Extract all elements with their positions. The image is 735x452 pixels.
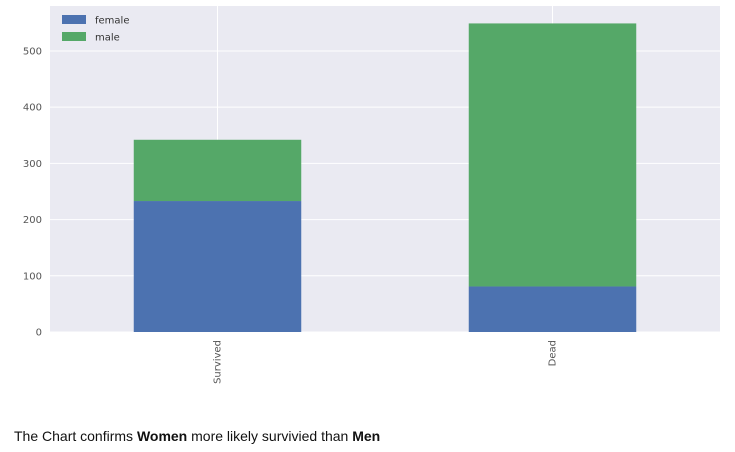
- stacked-bar-chart: 0 100 200 300 400 500 Survived Dead female male: [23, 6, 720, 384]
- bars: [133, 23, 637, 332]
- legend: female male: [62, 15, 129, 44]
- x-tick-labels: Survived Dead: [213, 340, 559, 384]
- y-tick-labels: 0 100 200 300 400 500: [23, 46, 42, 338]
- caption-women: Women: [136, 428, 188, 444]
- bar-male-survived: [133, 139, 302, 202]
- y-tick-label: 400: [23, 103, 42, 114]
- y-tick-label: 300: [23, 159, 42, 170]
- x-tick-label-dead: Dead: [548, 340, 559, 366]
- caption-text-2: more likely survivied than: [187, 428, 353, 444]
- y-tick-label: 500: [23, 46, 42, 57]
- chart-caption: The Chart confirms Women more likely sur…: [14, 428, 380, 444]
- bar-male-dead: [468, 23, 637, 287]
- legend-label-female: female: [95, 16, 129, 27]
- caption-text-1: The Chart confirms: [14, 428, 137, 444]
- legend-swatch-female: [62, 15, 86, 24]
- y-tick-label: 0: [36, 328, 42, 339]
- x-tick-label-survived: Survived: [213, 340, 224, 384]
- bar-female-dead: [468, 286, 637, 332]
- caption-men: Men: [352, 428, 381, 444]
- bar-female-survived: [133, 201, 302, 332]
- y-tick-label: 200: [23, 215, 42, 226]
- y-tick-label: 100: [23, 271, 42, 282]
- legend-swatch-male: [62, 32, 86, 41]
- legend-label-male: male: [95, 33, 120, 44]
